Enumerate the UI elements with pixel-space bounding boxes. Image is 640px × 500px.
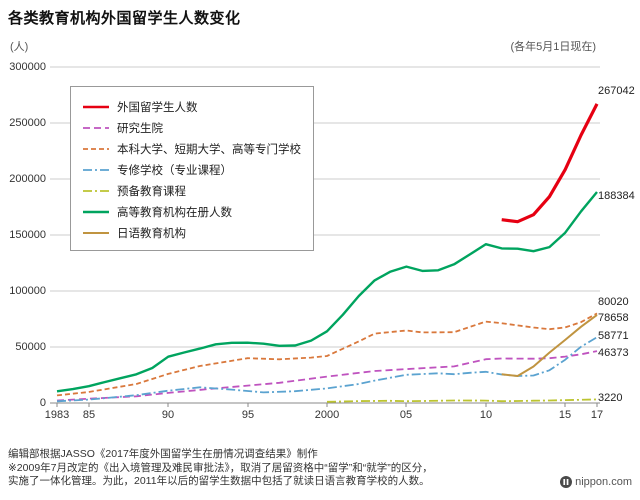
end-label-specialized: 58771 bbox=[598, 330, 629, 342]
y-tick-label: 300000 bbox=[9, 61, 46, 73]
series-line-undergraduate-juniorcollege-kosen bbox=[56, 312, 598, 397]
legend-label: 外国留学生人数 bbox=[117, 101, 198, 114]
source-note: 编辑部根据JASSO《2017年度外国留学生在册情况调查结果》制作 ※2009年… bbox=[8, 448, 433, 489]
series-line-japanese-language-institute bbox=[501, 314, 598, 377]
x-axis-ticks bbox=[56, 403, 598, 407]
end-label-japanese-language: 78658 bbox=[598, 312, 629, 324]
y-tick-label: 250000 bbox=[9, 117, 46, 129]
line-chart bbox=[50, 66, 600, 407]
legend-label: 专修学校（专业课程） bbox=[117, 164, 232, 177]
legend-line-icon bbox=[83, 189, 109, 192]
y-tick-label: 200000 bbox=[9, 173, 46, 185]
x-tick-label: 90 bbox=[161, 409, 175, 421]
x-tick-label: 05 bbox=[399, 409, 413, 421]
legend-item-foreign-students-total: 外国留学生人数 bbox=[83, 96, 301, 117]
series-lines bbox=[56, 103, 599, 403]
series-line-preparatory-course bbox=[326, 398, 598, 403]
y-tick-label: 50000 bbox=[15, 341, 46, 353]
legend-line-icon bbox=[83, 168, 109, 171]
end-label-preparatory: 3220 bbox=[598, 392, 623, 404]
source-line-3: 实施了一体化管理。为此，2011年以后的留学生数据中包括了就读日语言教育学校的人… bbox=[8, 475, 430, 487]
x-tick-label: 15 bbox=[558, 409, 572, 421]
brand-text: nippon.com bbox=[575, 476, 632, 488]
nippon-logo-icon bbox=[560, 476, 573, 488]
series-line-specialized-training-college bbox=[56, 336, 598, 403]
legend-line-icon bbox=[83, 231, 109, 234]
legend-label: 预备教育课程 bbox=[117, 185, 186, 198]
x-tick-label: 2000 bbox=[314, 409, 340, 421]
page-title: 各类教育机构外国留学生人数变化 bbox=[8, 10, 241, 27]
x-tick-label: 95 bbox=[241, 409, 255, 421]
x-tick-label: 1983 bbox=[44, 409, 70, 421]
y-tick-label: 150000 bbox=[9, 229, 46, 241]
legend-label: 高等教育机构在册人数 bbox=[117, 206, 232, 219]
legend-item-undergraduate: 本科大学、短期大学、高等专门学校 bbox=[83, 138, 301, 159]
legend-item-graduate-school: 研究生院 bbox=[83, 117, 301, 138]
legend-label: 研究生院 bbox=[117, 122, 163, 135]
legend-line-icon bbox=[83, 210, 109, 213]
y-axis-unit-label: (人) bbox=[10, 41, 29, 53]
end-label-graduate: 46373 bbox=[598, 347, 629, 359]
nippon-com-credit: nippon.com bbox=[560, 476, 632, 488]
x-tick-label: 10 bbox=[479, 409, 493, 421]
legend-item-higher-education: 高等教育机构在册人数 bbox=[83, 201, 301, 222]
legend-line-icon bbox=[83, 147, 109, 150]
y-tick-label: 100000 bbox=[9, 285, 46, 297]
legend-label: 日语教育机构 bbox=[117, 227, 186, 240]
date-note: (各年5月1日现在) bbox=[510, 41, 596, 53]
legend-line-icon bbox=[83, 105, 109, 108]
end-label-higher-education: 188384 bbox=[598, 190, 635, 202]
series-line-foreign-students-total bbox=[501, 103, 599, 224]
source-line-2: ※2009年7月改定的《出入境管理及难民审批法》，取消了居留资格中“留学”和“就… bbox=[8, 461, 433, 474]
end-label-total: 267042 bbox=[598, 85, 635, 97]
legend-item-japanese-language: 日语教育机构 bbox=[83, 222, 301, 243]
legend-item-specialized-training: 专修学校（专业课程） bbox=[83, 159, 301, 180]
x-tick-label: 85 bbox=[82, 409, 96, 421]
series-line-higher-education-enrolled bbox=[56, 191, 598, 393]
series-line-graduate-school bbox=[56, 350, 598, 402]
legend-line-icon bbox=[83, 126, 109, 129]
x-tick-label: 17 bbox=[590, 409, 604, 421]
end-label-undergraduate: 80020 bbox=[598, 296, 629, 308]
source-line-1: 编辑部根据JASSO《2017年度外国留学生在册情况调查结果》制作 bbox=[8, 448, 318, 460]
legend-item-preparatory: 预备教育课程 bbox=[83, 180, 301, 201]
legend-label: 本科大学、短期大学、高等专门学校 bbox=[117, 143, 301, 156]
chart-legend: 外国留学生人数 研究生院 本科大学、短期大学、高等专门学校 专修学校（专业课程）… bbox=[70, 86, 314, 251]
y-tick-label: 0 bbox=[39, 397, 46, 409]
